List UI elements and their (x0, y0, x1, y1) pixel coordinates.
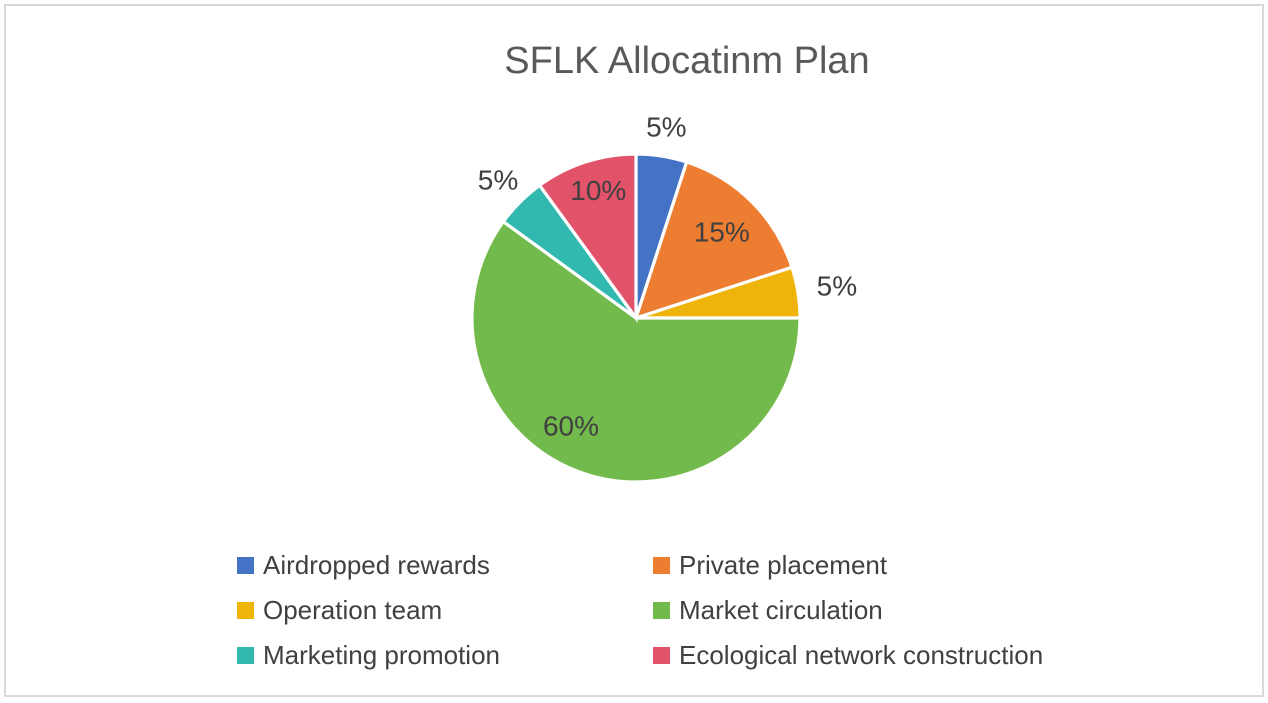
pie-slice-pct-label-4: 5% (478, 165, 518, 196)
legend-label: Ecological network construction (679, 640, 1044, 670)
legend-swatch-icon (237, 647, 254, 664)
pie-slice-3 (470, 219, 802, 484)
pie-slice-pct-label-1: 15% (694, 217, 750, 248)
legend-item-3: Market circulation (653, 595, 1043, 626)
legend-label: Marketing promotion (263, 640, 500, 670)
legend-item-1: Private placement (653, 550, 1043, 581)
legend-label: Airdropped rewards (263, 550, 490, 580)
pie-slice-pct-label-3: 60% (543, 411, 599, 442)
legend-item-0: Airdropped rewards (237, 550, 653, 581)
legend-label: Private placement (679, 550, 888, 580)
pie-slice-pct-label-5: 10% (570, 175, 626, 206)
legend-swatch-icon (237, 557, 254, 574)
legend-item-5: Ecological network construction (653, 640, 1043, 671)
chart-title: SFLK Allocatinm Plan (504, 40, 870, 82)
legend-swatch-icon (653, 557, 670, 574)
legend-item-2: Operation team (237, 595, 653, 626)
pie-slice-pct-label-0: 5% (646, 111, 686, 142)
legend-swatch-icon (653, 602, 670, 619)
legend-swatch-icon (653, 647, 670, 664)
legend-item-4: Marketing promotion (237, 640, 653, 671)
legend: Airdropped rewards Private placement Opera… (237, 543, 1043, 678)
legend-swatch-icon (237, 602, 254, 619)
legend-label: Operation team (263, 595, 443, 625)
legend-label: Market circulation (679, 595, 883, 625)
pie-slice-5 (537, 152, 638, 323)
pie-slice-pct-label-2: 5% (817, 271, 857, 302)
